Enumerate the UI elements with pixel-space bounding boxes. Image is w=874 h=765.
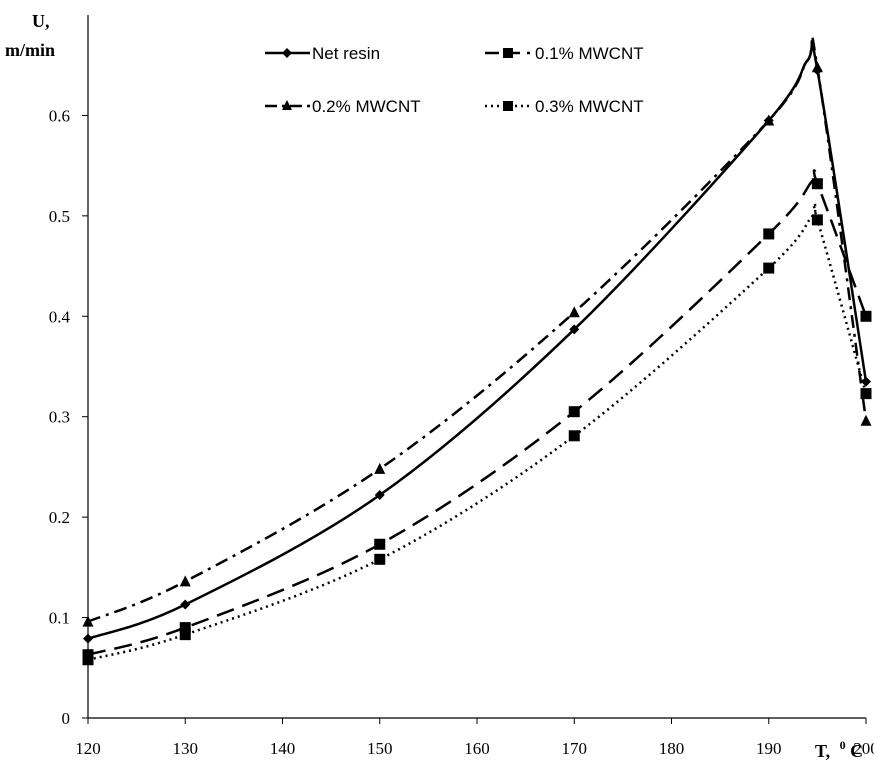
data-point bbox=[179, 629, 191, 641]
y-tick-label: 0.2 bbox=[49, 508, 70, 527]
x-tick-label: 180 bbox=[659, 739, 685, 758]
data-point bbox=[569, 324, 580, 335]
series-line bbox=[87, 169, 868, 656]
data-point bbox=[179, 622, 191, 634]
legend-entry-0-2-mwcnt: 0.2% MWCNT bbox=[265, 97, 421, 116]
data-point bbox=[811, 178, 823, 190]
legend-marker-square-icon bbox=[503, 101, 513, 111]
legend-label-0-3-mwcnt: 0.3% MWCNT bbox=[535, 97, 644, 116]
legend-entry-0-1-mwcnt: 0.1% MWCNT bbox=[485, 44, 644, 63]
series-line bbox=[87, 35, 868, 623]
y-axis-title-line2: m/min bbox=[5, 40, 55, 60]
legend-marker-square-icon bbox=[503, 48, 513, 58]
series-line bbox=[87, 40, 868, 640]
series-2 bbox=[82, 35, 872, 627]
x-tick-label: 190 bbox=[756, 739, 782, 758]
y-tick-label: 0.3 bbox=[49, 408, 70, 427]
data-point bbox=[374, 553, 386, 565]
data-point bbox=[860, 388, 872, 400]
data-point bbox=[568, 406, 580, 418]
data-point bbox=[82, 615, 94, 627]
x-tick-label: 150 bbox=[367, 739, 393, 758]
y-tick-label: 0.5 bbox=[49, 207, 70, 226]
legend-label-net-resin: Net resin bbox=[312, 44, 380, 63]
x-tick-label: 120 bbox=[75, 739, 101, 758]
series-3 bbox=[82, 202, 872, 666]
data-point bbox=[83, 633, 93, 644]
data-point bbox=[568, 306, 580, 318]
legend-label-0-1-mwcnt: 0.1% MWCNT bbox=[535, 44, 644, 63]
x-axis-title-unit: C bbox=[850, 741, 863, 761]
data-point bbox=[374, 462, 386, 474]
x-axis-title-sup: 0 bbox=[840, 738, 846, 752]
legend-entry-net-resin: Net resin bbox=[265, 44, 380, 63]
legend-marker-diamond-icon bbox=[282, 48, 292, 58]
data-point bbox=[763, 262, 775, 274]
y-axis-title-line1: U, bbox=[32, 11, 50, 31]
legend-marker-triangle-icon bbox=[282, 100, 292, 110]
data-point bbox=[861, 376, 871, 387]
data-point bbox=[180, 599, 191, 610]
x-tick-label: 170 bbox=[562, 739, 588, 758]
data-point bbox=[568, 430, 580, 442]
y-tick-label: 0.1 bbox=[49, 609, 70, 628]
x-axis-title-main: T, bbox=[815, 741, 830, 761]
x-axis-title: T, 0 C bbox=[815, 733, 863, 761]
data-point bbox=[82, 654, 94, 666]
x-axis-ticks: 120 130 140 150 160 170 180 190 200 bbox=[75, 718, 874, 758]
data-point bbox=[811, 61, 823, 73]
data-point bbox=[374, 538, 386, 550]
series-line bbox=[87, 202, 868, 662]
x-tick-label: 160 bbox=[464, 739, 490, 758]
data-point bbox=[860, 310, 872, 322]
y-tick-label: 0 bbox=[62, 709, 71, 728]
y-tick-label: 0.4 bbox=[49, 307, 71, 326]
legend: Net resin 0.1% MWCNT 0.2% MWCNT 0.3% MWC… bbox=[265, 44, 644, 116]
data-point bbox=[811, 214, 823, 226]
chart-axes bbox=[87, 15, 866, 719]
data-point bbox=[374, 490, 385, 501]
x-tick-label: 200 bbox=[853, 739, 874, 758]
y-axis-ticks: 0 0.1 0.2 0.3 0.4 0.5 0.6 bbox=[49, 106, 88, 728]
data-point bbox=[763, 114, 775, 126]
legend-entry-0-3-mwcnt: 0.3% MWCNT bbox=[485, 97, 644, 116]
data-point bbox=[763, 228, 775, 240]
x-tick-label: 130 bbox=[173, 739, 199, 758]
data-point bbox=[860, 414, 872, 426]
series-1 bbox=[82, 169, 872, 661]
legend-label-0-2-mwcnt: 0.2% MWCNT bbox=[312, 97, 421, 116]
series-0 bbox=[83, 40, 871, 644]
y-tick-label: 0.6 bbox=[49, 106, 70, 125]
series-layer bbox=[82, 35, 872, 666]
data-point bbox=[179, 575, 191, 587]
x-tick-label: 140 bbox=[270, 739, 296, 758]
